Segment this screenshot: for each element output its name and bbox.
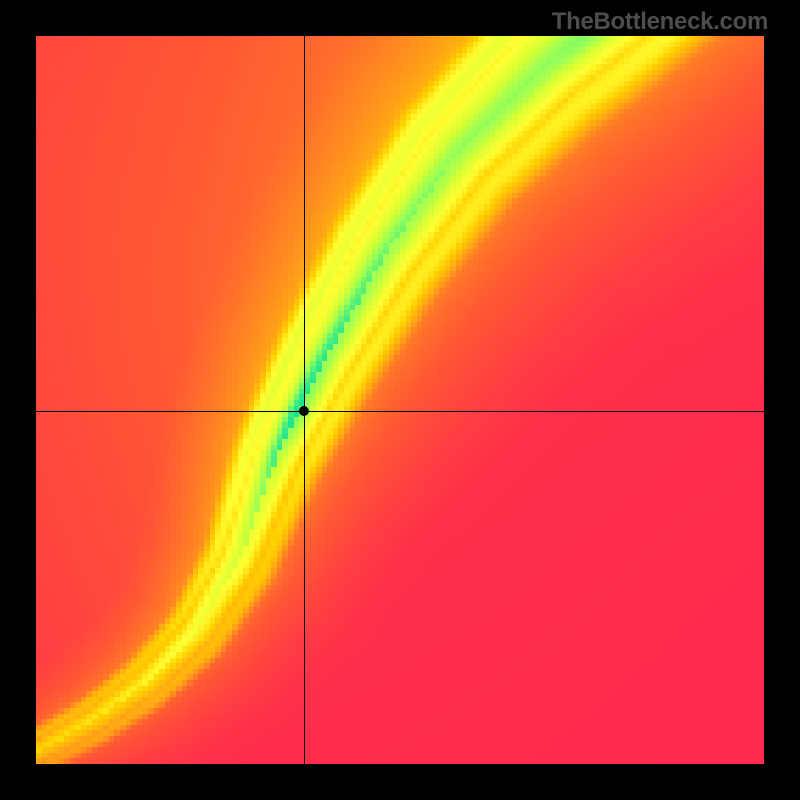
bottleneck-heatmap [0,0,800,800]
watermark-text: TheBottleneck.com [552,8,768,36]
chart-container: TheBottleneck.com [0,0,800,800]
